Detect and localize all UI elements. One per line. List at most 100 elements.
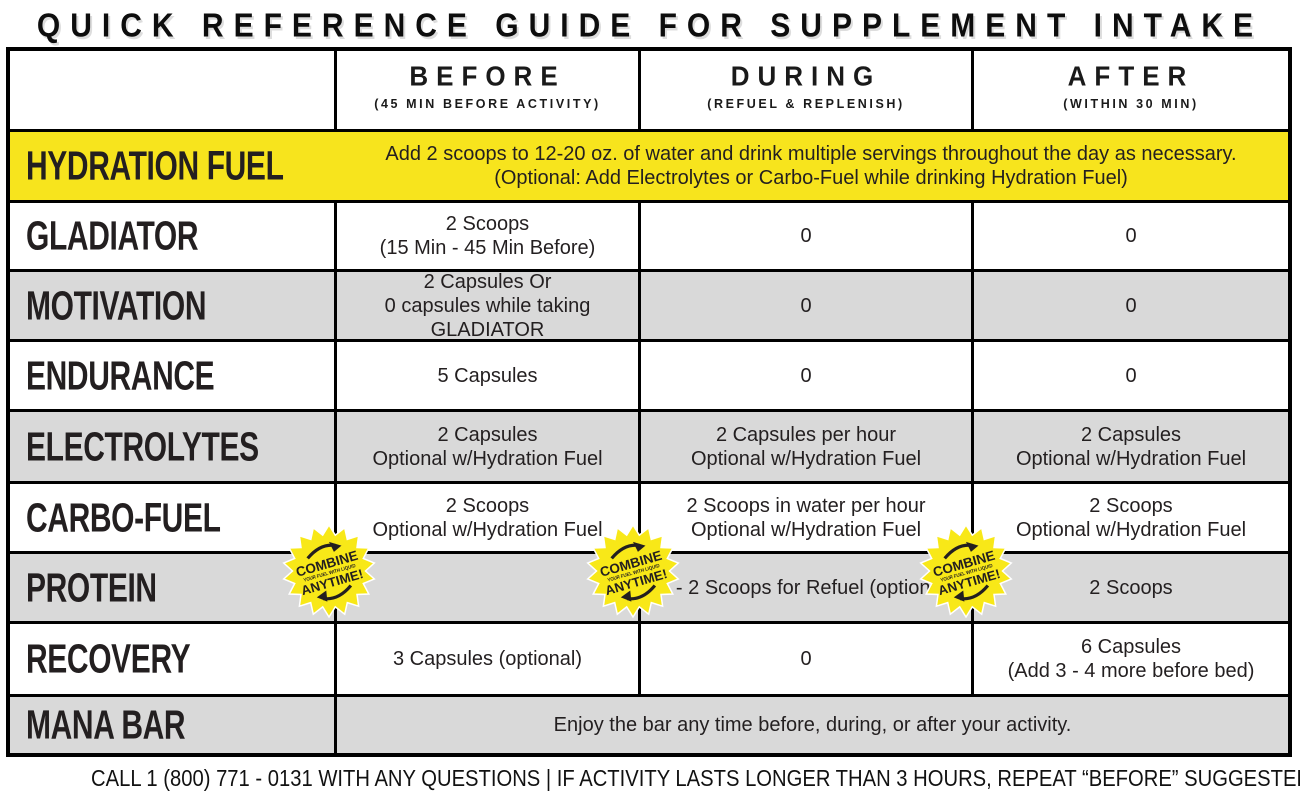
header-blank-cell — [10, 51, 334, 129]
row-label: MOTIVATION — [26, 283, 207, 328]
cell-gladiator-before: 2 Scoops (15 Min - 45 Min Before) — [334, 203, 638, 269]
cell-line: 1 - 2 Scoops for Refuel (optional) — [659, 576, 953, 599]
column-header-after-sub: (WITHIN 30 MIN) — [1063, 97, 1199, 111]
cell-line: 2 Scoops in water per hour — [686, 494, 926, 517]
combine-anytime-badge: COMBINE YOUR FUEL WITH LIQUID ANYTIME! — [281, 523, 377, 619]
cell-line: 0 — [800, 225, 812, 247]
table-row-hydration-fuel: HYDRATION FUEL Add 2 scoops to 12-20 oz. … — [10, 129, 1288, 200]
table-row-motivation: MOTIVATION 2 Capsules Or 0 capsules while … — [10, 269, 1288, 341]
cell-line: Optional w/Hydration Fuel — [372, 518, 603, 541]
row-label: HYDRATION FUEL — [26, 143, 284, 189]
cell-recovery-before: 3 Capsules (optional) — [334, 624, 638, 694]
cell-line: Optional w/Hydration Fuel — [1015, 518, 1247, 541]
cell-carbo-fuel-after: 2 Scoops Optional w/Hydration Fuel — [971, 484, 1288, 551]
cell-line: 2 Scoops — [1089, 494, 1173, 517]
cell-line: Optional w/Hydration Fuel — [1015, 447, 1247, 470]
cell-electrolytes-after: 2 Capsules Optional w/Hydration Fuel — [971, 412, 1288, 481]
table-row-electrolytes: ELECTROLYTES 2 Capsules Optional w/Hydrati… — [10, 409, 1288, 481]
cell-line: 0 — [1125, 225, 1137, 247]
cell-line: (15 Min - 45 Min Before) — [379, 237, 596, 259]
table-row-recovery: RECOVERY 3 Capsules (optional) 0 6 Capsules… — [10, 621, 1288, 694]
cell-line: 2 Capsules Or — [423, 270, 552, 293]
cell-motivation-before: 2 Capsules Or 0 capsules while taking GLA… — [334, 270, 638, 341]
cell-line: 2 Scoops — [1089, 576, 1173, 599]
cell-endurance-before: 5 Capsules — [334, 342, 638, 409]
cell-line: 2 Capsules — [1080, 423, 1182, 446]
cell-carbo-fuel-during: 2 Scoops in water per hour Optional w/Hyd… — [638, 484, 971, 551]
row-label: MANA BAR — [26, 702, 186, 748]
row-label-cell: HYDRATION FUEL — [10, 132, 334, 200]
row-label: ENDURANCE — [26, 353, 215, 398]
curved-arrow-bottom-head — [316, 590, 328, 602]
cell-line: Optional w/Hydration Fuel — [690, 447, 922, 470]
column-header-after: AFTER (WITHIN 30 MIN) — [971, 51, 1288, 129]
row-label-cell: ENDURANCE — [10, 342, 334, 409]
row-label-cell: GLADIATOR — [10, 203, 334, 269]
table-header-row: BEFORE (45 MIN BEFORE ACTIVITY) DURING (… — [10, 51, 1288, 129]
combine-anytime-badge: COMBINE YOUR FUEL WITH LIQUID ANYTIME! — [918, 523, 1014, 619]
cell-recovery-during: 0 — [638, 624, 971, 694]
column-header-during: DURING (REFUEL & REPLENISH) — [638, 51, 971, 129]
row-label: GLADIATOR — [26, 213, 199, 259]
cell-line: 0 — [800, 364, 812, 387]
row-label-cell: MANA BAR — [10, 697, 334, 753]
cell-line: 2 Capsules per hour — [715, 423, 897, 446]
cell-line: Enjoy the bar any time before, during, o… — [553, 714, 1072, 736]
cell-gladiator-during: 0 — [638, 203, 971, 269]
page-title: QUICK REFERENCE GUIDE FOR SUPPLEMENT INT… — [36, 7, 1264, 45]
column-header-during-label: DURING — [730, 60, 882, 92]
cell-line: 3 Capsules (optional) — [393, 648, 582, 670]
row-label: PROTEIN — [26, 565, 157, 610]
table-row-mana-bar: MANA BAR Enjoy the bar any time before, d… — [10, 694, 1288, 753]
row-span-cell: Add 2 scoops to 12-20 oz. of water and d… — [334, 132, 1288, 200]
cell-line: 5 Capsules — [437, 364, 538, 387]
cell-gladiator-after: 0 — [971, 203, 1288, 269]
cell-line: Add 2 scoops to 12-20 oz. of water and d… — [385, 143, 1237, 165]
combine-anytime-badge: COMBINE YOUR FUEL WITH LIQUID ANYTIME! — [585, 523, 681, 619]
row-label: RECOVERY — [26, 636, 191, 682]
row-label-cell: MOTIVATION — [10, 272, 334, 339]
column-header-before-sub: (45 MIN BEFORE ACTIVITY) — [374, 97, 601, 111]
cell-line: 2 Capsules — [437, 423, 538, 446]
cell-line: 2 Scoops — [445, 494, 530, 517]
column-header-after-label: AFTER — [1067, 60, 1195, 92]
cell-line: (Add 3 - 4 more before bed) — [1007, 660, 1255, 682]
curved-arrow-top-head — [328, 541, 342, 552]
cell-line: 0 — [1125, 364, 1137, 387]
cell-motivation-during: 0 — [638, 272, 971, 339]
cell-line: 2 Scoops — [445, 213, 530, 235]
cell-motivation-after: 0 — [971, 272, 1288, 339]
table-row-endurance: ENDURANCE 5 Capsules 0 0 — [10, 339, 1288, 409]
footer-note: CALL 1 (800) 771 - 0131 WITH ANY QUESTIO… — [91, 765, 1300, 791]
cell-recovery-after: 6 Capsules (Add 3 - 4 more before bed) — [971, 624, 1288, 694]
row-label-cell: RECOVERY — [10, 624, 334, 694]
cell-line: (Optional: Add Electrolytes or Carbo-Fue… — [494, 167, 1128, 189]
table-row-gladiator: GLADIATOR 2 Scoops (15 Min - 45 Min Before… — [10, 200, 1288, 269]
row-label-cell: ELECTROLYTES — [10, 412, 334, 481]
column-header-before-label: BEFORE — [409, 60, 566, 92]
curved-arrow-bottom-head — [953, 590, 965, 602]
row-label-cell: PROTEIN — [10, 554, 334, 621]
cell-endurance-during: 0 — [638, 342, 971, 409]
cell-protein-after: 2 Scoops — [971, 554, 1288, 621]
supplement-table: BEFORE (45 MIN BEFORE ACTIVITY) DURING (… — [6, 47, 1292, 757]
cell-line: 0 capsules while taking GLADIATOR — [384, 294, 591, 341]
row-label: ELECTROLYTES — [26, 424, 259, 469]
cell-line: 6 Capsules — [1080, 636, 1182, 658]
row-label-cell: CARBO-FUEL — [10, 484, 334, 551]
cell-electrolytes-during: 2 Capsules per hour Optional w/Hydration … — [638, 412, 971, 481]
cell-electrolytes-before: 2 Capsules Optional w/Hydration Fuel — [334, 412, 638, 481]
row-span-cell: Enjoy the bar any time before, during, o… — [334, 697, 1288, 753]
cell-line: 0 — [800, 294, 812, 317]
column-header-before: BEFORE (45 MIN BEFORE ACTIVITY) — [334, 51, 638, 129]
row-label: CARBO-FUEL — [26, 495, 221, 540]
cell-line: Optional w/Hydration Fuel — [690, 518, 922, 541]
cell-line: 0 — [800, 648, 812, 670]
curved-arrow-bottom-head — [620, 590, 632, 602]
curved-arrow-top-head — [965, 541, 979, 552]
column-header-during-sub: (REFUEL & REPLENISH) — [707, 97, 905, 111]
